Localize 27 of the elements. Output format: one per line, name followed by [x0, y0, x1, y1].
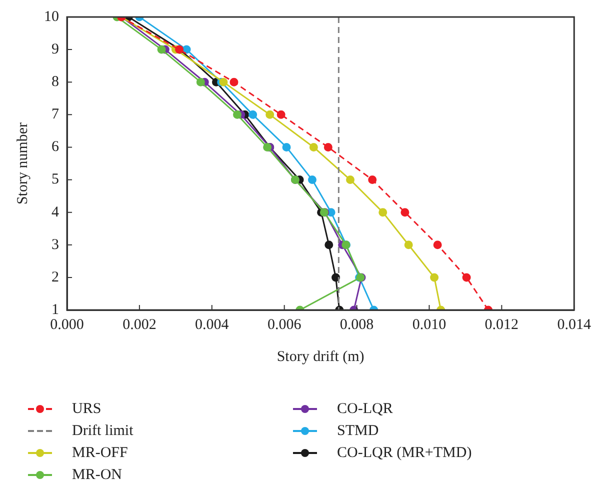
x-tick-label: 0.010 — [412, 316, 446, 333]
legend-label: URS — [72, 400, 102, 418]
y-tick-label: 7 — [52, 106, 60, 123]
legend-label: CO-LQR — [337, 400, 393, 418]
x-tick-label: 0.008 — [340, 316, 374, 333]
y-axis-title: Story number — [14, 122, 31, 205]
legend-label: MR-ON — [72, 466, 122, 484]
y-tick-label: 8 — [52, 74, 59, 90]
x-tick-label: 0.000 — [50, 316, 84, 333]
y-tick-label: 3 — [52, 236, 59, 253]
y-tick-label: 6 — [52, 139, 60, 156]
x-tick-label: 0.002 — [122, 316, 156, 333]
y-tick-label: 2 — [52, 269, 59, 286]
legend-label: Drift limit — [72, 422, 134, 440]
y-tick-label: 1 — [52, 302, 59, 318]
legend-label: CO-LQR (MR+TMD) — [337, 444, 472, 462]
y-tick-label: 5 — [52, 172, 59, 188]
y-tick-label: 4 — [52, 204, 60, 220]
x-tick-label: 0.006 — [267, 316, 302, 333]
legend-label: MR-OFF — [72, 444, 128, 462]
x-tick-label: 0.012 — [484, 316, 519, 333]
x-tick-label: 0.004 — [195, 316, 230, 333]
y-tick-label: 10 — [44, 8, 59, 25]
y-tick-label: 9 — [52, 41, 59, 58]
x-tick-label: 0.014 — [557, 316, 592, 333]
legend-label: STMD — [337, 422, 379, 440]
x-axis-title: Story drift (m) — [276, 348, 364, 365]
